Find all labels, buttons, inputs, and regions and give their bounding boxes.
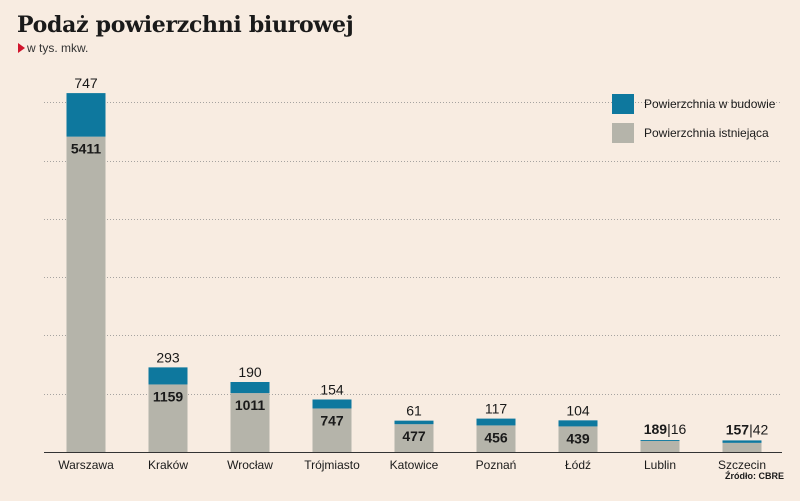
bar-existing bbox=[394, 424, 434, 452]
data-label-existing: 1011 bbox=[235, 397, 266, 413]
bar-under-construction bbox=[640, 440, 680, 441]
subtitle-text: w tys. mkw. bbox=[27, 41, 89, 55]
legend-under-construction-swatch bbox=[612, 94, 634, 114]
x-tick-label: Łódź bbox=[565, 458, 591, 472]
bar-existing bbox=[640, 440, 680, 452]
legend-existing-swatch bbox=[612, 123, 634, 143]
bar-existing bbox=[476, 425, 516, 452]
bar-under-construction bbox=[66, 93, 106, 137]
bar-existing bbox=[148, 384, 188, 452]
data-label-under-construction: 747 bbox=[74, 75, 98, 91]
chart-title: Podaż powierzchni biurowej bbox=[17, 12, 354, 38]
data-label-existing: 5411 bbox=[71, 141, 102, 157]
bar-under-construction bbox=[230, 382, 270, 394]
bar-under-construction bbox=[394, 420, 434, 425]
chart-subtitle: w tys. mkw. bbox=[18, 41, 88, 55]
bar-existing bbox=[558, 426, 598, 452]
bar-under-construction bbox=[312, 399, 352, 409]
legend-existing-label: Powierzchnia istniejąca bbox=[644, 126, 769, 140]
data-label-existing: 747 bbox=[320, 412, 344, 428]
bar-existing bbox=[230, 393, 270, 452]
bar-under-construction bbox=[476, 418, 516, 426]
data-label-existing: 439 bbox=[566, 430, 590, 446]
data-label-under-construction: 293 bbox=[156, 349, 180, 365]
x-tick-label: Wrocław bbox=[227, 458, 273, 472]
x-tick-label: Trójmiasto bbox=[304, 458, 360, 472]
data-label-existing: 477 bbox=[402, 428, 426, 444]
data-label-under-construction: 104 bbox=[566, 402, 590, 418]
x-tick-label: Poznań bbox=[476, 458, 517, 472]
x-tick-label: Katowice bbox=[390, 458, 439, 472]
bar-existing bbox=[66, 136, 106, 453]
bar-existing bbox=[312, 408, 352, 452]
legend-under-construction-label: Powierzchnia w budowie bbox=[644, 97, 776, 111]
x-tick-label: Warszawa bbox=[58, 458, 114, 472]
data-label-under-construction: 61 bbox=[406, 403, 422, 419]
data-label-under-construction: 117 bbox=[485, 401, 508, 417]
x-tick-label: Szczecin bbox=[718, 458, 766, 472]
data-label-combined: 189|16 bbox=[644, 421, 687, 437]
bar-existing bbox=[722, 442, 762, 452]
data-label-under-construction: 190 bbox=[238, 364, 262, 380]
data-label-existing: 1159 bbox=[153, 388, 184, 404]
bar-under-construction bbox=[148, 367, 188, 385]
bar-under-construction bbox=[722, 440, 762, 443]
data-label-under-construction: 154 bbox=[320, 381, 344, 397]
x-tick-label: Kraków bbox=[148, 458, 188, 472]
data-label-combined: 157|42 bbox=[726, 421, 769, 437]
triangle-arrow-icon bbox=[18, 43, 25, 53]
data-label-existing: 456 bbox=[484, 429, 508, 445]
bar-under-construction bbox=[558, 420, 598, 427]
x-tick-label: Lublin bbox=[644, 458, 676, 472]
source-note: Źródło: CBRE bbox=[725, 471, 784, 481]
